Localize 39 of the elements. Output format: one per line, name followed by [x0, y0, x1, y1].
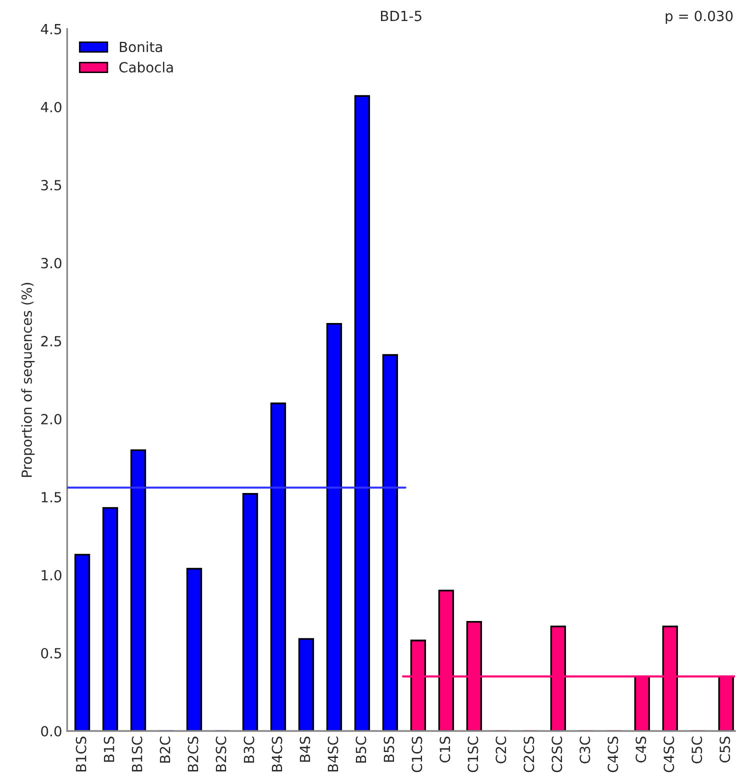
x-tick-label: C4CS: [608, 736, 618, 772]
x-tick-label: B4SC: [328, 736, 338, 772]
y-tick-label: 0.0: [41, 726, 62, 736]
x-tick-label: C1CS: [412, 736, 422, 772]
x-tick-label: C5S: [720, 736, 730, 762]
y-tick-label: 2.0: [41, 414, 62, 424]
x-tick-label: C1SC: [468, 736, 478, 772]
legend-label: Bonita: [120, 41, 162, 52]
y-tick-label: 0.5: [41, 648, 62, 658]
y-tick-label: 3.5: [41, 180, 62, 190]
y-tick-label: 4.5: [40, 24, 62, 34]
y-tick-label: 1.5: [42, 492, 62, 502]
y-axis-title: Proportion of sequences (%): [21, 282, 35, 477]
x-tick-label: B2C: [160, 736, 170, 763]
x-tick-label: C1S: [440, 736, 450, 762]
y-tick-label: 3.0: [41, 258, 62, 268]
legend-label: Cabocla: [119, 62, 173, 73]
y-tick-label: 4.0: [40, 102, 62, 112]
text: p = 0.030: [666, 10, 733, 24]
x-tick-label: C5C: [692, 736, 702, 764]
x-tick-label: C4SC: [664, 736, 674, 772]
x-tick-label: B2CS: [188, 736, 198, 772]
x-tick-label: C2CS: [524, 736, 534, 772]
x-tick-label: C4S: [636, 736, 646, 762]
chart-title: BD1-5: [381, 10, 422, 22]
x-tick-label: B5S: [384, 736, 394, 762]
x-tick-label: B3C: [244, 736, 254, 763]
x-tick-label: B5C: [356, 736, 366, 763]
y-tick-label: 2.5: [41, 336, 62, 346]
x-tick-label: B2SC: [216, 736, 226, 772]
y-tick-label: 1.0: [42, 570, 62, 580]
x-tick-label: C3C: [580, 736, 590, 764]
x-tick-label: B4S: [300, 736, 310, 762]
x-tick-label: B1CS: [76, 736, 86, 772]
x-tick-label: C2C: [496, 736, 506, 764]
x-tick-label: B4CS: [272, 736, 282, 772]
x-tick-label: B1S: [104, 736, 114, 762]
x-tick-label: C2SC: [552, 736, 562, 772]
x-tick-label: B1SC: [132, 736, 142, 772]
